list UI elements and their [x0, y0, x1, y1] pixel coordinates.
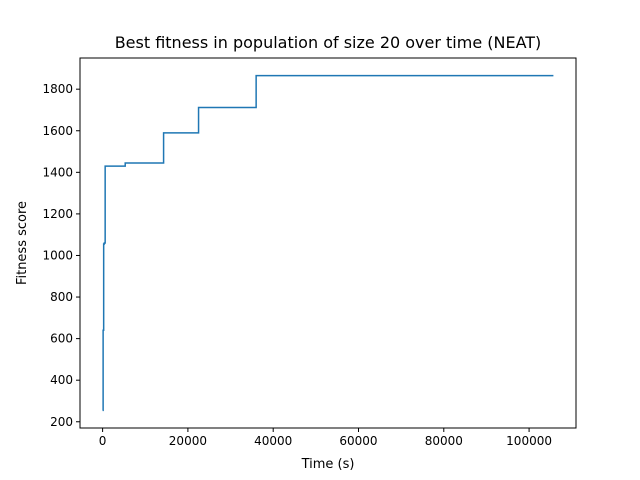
y-axis-label: Fitness score	[15, 201, 30, 285]
y-tick-label-8: 1800	[42, 82, 73, 96]
y-tick-label-7: 1600	[42, 124, 73, 138]
x-tick-label-3: 60000	[339, 434, 377, 448]
x-tick-label-4: 80000	[425, 434, 463, 448]
y-tick-label-2: 600	[50, 332, 73, 346]
y-tick-label-0: 200	[50, 415, 73, 429]
x-axis-label: Time (s)	[301, 457, 355, 472]
chart-title: Best fitness in population of size 20 ov…	[115, 33, 542, 52]
y-tick-label-4: 1000	[42, 248, 73, 262]
x-tick-label-2: 40000	[254, 434, 292, 448]
plot-area	[102, 74, 554, 412]
x-tick-label-0: 0	[99, 434, 107, 448]
x-tick-label-1: 20000	[169, 434, 207, 448]
y-tick-label-6: 1400	[42, 165, 73, 179]
y-tick-label-1: 400	[50, 373, 73, 387]
plot-frame	[79, 57, 577, 429]
y-tick-label-3: 800	[50, 290, 73, 304]
y-tick-label-5: 1200	[42, 207, 73, 221]
x-tick-label-5: 100000	[506, 434, 552, 448]
series-line-0	[102, 74, 554, 412]
